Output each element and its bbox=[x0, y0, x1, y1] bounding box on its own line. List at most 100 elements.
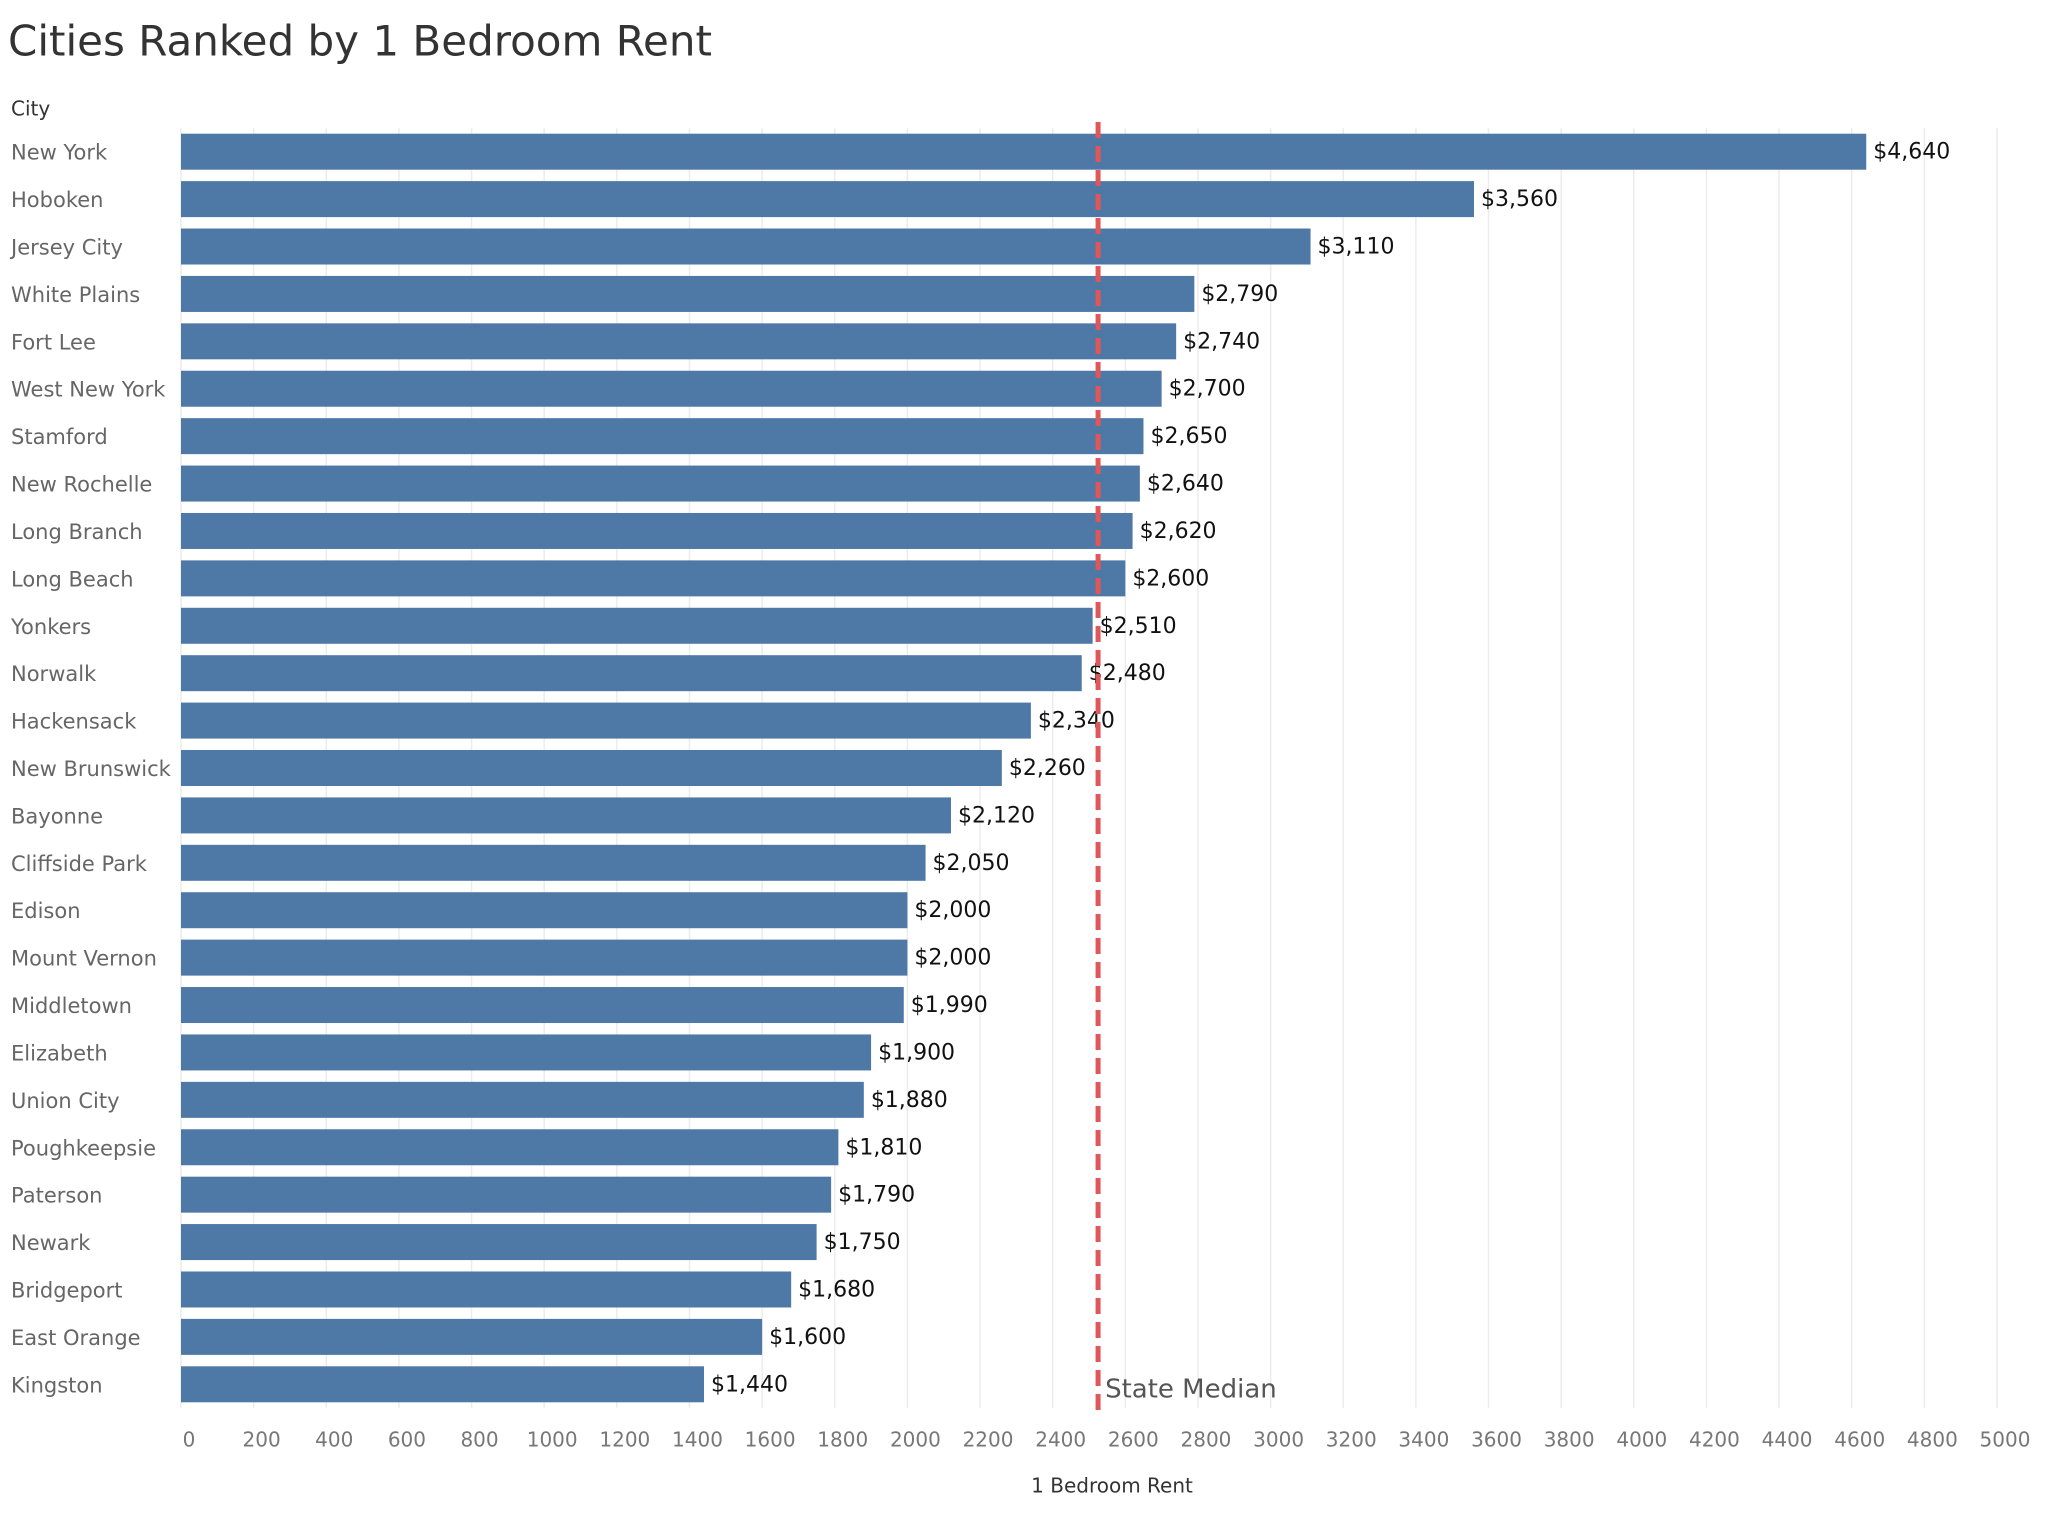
x-tick-label: 200 bbox=[243, 1428, 281, 1452]
value-label: $1,810 bbox=[845, 1135, 922, 1160]
y-tick-label: Middletown bbox=[11, 994, 132, 1018]
x-tick-label: 5000 bbox=[1980, 1428, 2031, 1452]
x-tick-label: 800 bbox=[460, 1428, 498, 1452]
x-tick-label: 3400 bbox=[1398, 1428, 1449, 1452]
bar bbox=[181, 892, 908, 929]
bar bbox=[181, 133, 1867, 170]
y-tick-label: Elizabeth bbox=[11, 1041, 108, 1065]
value-label: $2,510 bbox=[1100, 614, 1177, 639]
x-tick-label: 4800 bbox=[1907, 1428, 1958, 1452]
x-tick-label: 2000 bbox=[890, 1428, 941, 1452]
y-tick-label: Fort Lee bbox=[11, 330, 96, 354]
bar bbox=[181, 323, 1177, 360]
value-label: $1,790 bbox=[838, 1183, 915, 1208]
bar bbox=[181, 370, 1162, 407]
bar bbox=[181, 939, 908, 976]
value-label: $2,050 bbox=[933, 851, 1010, 876]
bar bbox=[181, 275, 1195, 312]
y-tick-label: Yonkers bbox=[10, 615, 91, 639]
x-tick-label: 1600 bbox=[745, 1428, 796, 1452]
y-tick-label: Norwalk bbox=[11, 662, 97, 686]
value-label: $2,700 bbox=[1169, 377, 1246, 402]
bar bbox=[181, 181, 1474, 218]
x-tick-label: 0 bbox=[183, 1428, 196, 1452]
y-tick-label: Stamford bbox=[11, 425, 108, 449]
x-tick-label: 2200 bbox=[963, 1428, 1014, 1452]
y-tick-label: Kingston bbox=[11, 1373, 103, 1397]
value-label: $1,680 bbox=[798, 1277, 875, 1302]
x-tick-label: 4600 bbox=[1834, 1428, 1885, 1452]
x-tick-label: 1000 bbox=[527, 1428, 578, 1452]
y-tick-label: Long Beach bbox=[11, 567, 134, 591]
x-tick-label: 3600 bbox=[1471, 1428, 1522, 1452]
x-axis-title: 1 Bedroom Rent bbox=[1031, 1474, 1193, 1498]
bar bbox=[181, 418, 1144, 455]
y-tick-label: Union City bbox=[11, 1089, 120, 1113]
bar bbox=[181, 228, 1311, 265]
bar bbox=[181, 607, 1093, 644]
y-tick-label: Hoboken bbox=[11, 188, 103, 212]
bar bbox=[181, 655, 1082, 692]
value-label: $3,560 bbox=[1481, 187, 1558, 212]
y-tick-label: Poughkeepsie bbox=[11, 1136, 156, 1160]
y-tick-label: Edison bbox=[11, 899, 81, 923]
bar bbox=[181, 1224, 817, 1261]
value-label: $2,000 bbox=[914, 946, 991, 971]
y-tick-label: Bayonne bbox=[11, 804, 103, 828]
value-label: $2,640 bbox=[1147, 472, 1224, 497]
bar bbox=[181, 1034, 872, 1071]
chart-title: Cities Ranked by 1 Bedroom Rent bbox=[8, 17, 712, 66]
value-label: $2,480 bbox=[1089, 661, 1166, 686]
value-label: $3,110 bbox=[1318, 235, 1395, 260]
value-label: $1,880 bbox=[871, 1088, 948, 1113]
value-label: $2,740 bbox=[1183, 329, 1260, 354]
value-label: $2,340 bbox=[1038, 709, 1115, 734]
x-tick-label: 3000 bbox=[1253, 1428, 1304, 1452]
bar bbox=[181, 1176, 832, 1213]
x-tick-label: 4400 bbox=[1762, 1428, 1813, 1452]
bar bbox=[181, 1318, 763, 1355]
x-tick-label: 3800 bbox=[1544, 1428, 1595, 1452]
reference-label: State Median bbox=[1105, 1375, 1277, 1405]
bar bbox=[181, 512, 1133, 549]
x-tick-label: 2400 bbox=[1035, 1428, 1086, 1452]
value-label: $2,120 bbox=[958, 803, 1035, 828]
bar bbox=[181, 465, 1140, 502]
x-tick-label: 600 bbox=[388, 1428, 426, 1452]
bar bbox=[181, 750, 1002, 786]
bar bbox=[181, 702, 1031, 739]
x-tick-label: 1200 bbox=[599, 1428, 650, 1452]
x-tick-label: 2600 bbox=[1108, 1428, 1159, 1452]
value-label: $1,750 bbox=[824, 1230, 901, 1255]
bar bbox=[181, 797, 951, 834]
y-tick-label: White Plains bbox=[11, 283, 140, 307]
value-label: $1,990 bbox=[911, 993, 988, 1018]
x-tick-label: 1800 bbox=[817, 1428, 868, 1452]
x-tick-label: 1400 bbox=[672, 1428, 723, 1452]
bar bbox=[181, 1081, 864, 1118]
y-tick-label: Paterson bbox=[11, 1184, 102, 1208]
x-tick-label: 3200 bbox=[1326, 1428, 1377, 1452]
y-tick-label: Newark bbox=[11, 1231, 91, 1255]
bar bbox=[181, 1271, 792, 1308]
y-axis-title: City bbox=[11, 97, 50, 121]
y-tick-label: New Rochelle bbox=[11, 473, 152, 497]
y-tick-label: East Orange bbox=[11, 1326, 141, 1350]
value-label: $2,000 bbox=[914, 898, 991, 923]
bar bbox=[181, 560, 1126, 597]
bar bbox=[181, 844, 926, 881]
value-label: $2,790 bbox=[1201, 282, 1278, 307]
value-label: $1,900 bbox=[878, 1040, 955, 1065]
value-label: $2,260 bbox=[1009, 756, 1086, 781]
y-tick-label: Hackensack bbox=[11, 710, 137, 734]
x-tick-label: 4200 bbox=[1689, 1428, 1740, 1452]
x-tick-label: 4000 bbox=[1616, 1428, 1667, 1452]
y-tick-label: New York bbox=[11, 141, 108, 165]
bar bbox=[181, 987, 904, 1024]
value-label: $2,620 bbox=[1140, 519, 1217, 544]
y-tick-label: West New York bbox=[11, 378, 166, 402]
y-tick-label: Jersey City bbox=[9, 236, 123, 260]
bar bbox=[181, 1129, 839, 1166]
y-tick-label: Mount Vernon bbox=[11, 947, 157, 971]
